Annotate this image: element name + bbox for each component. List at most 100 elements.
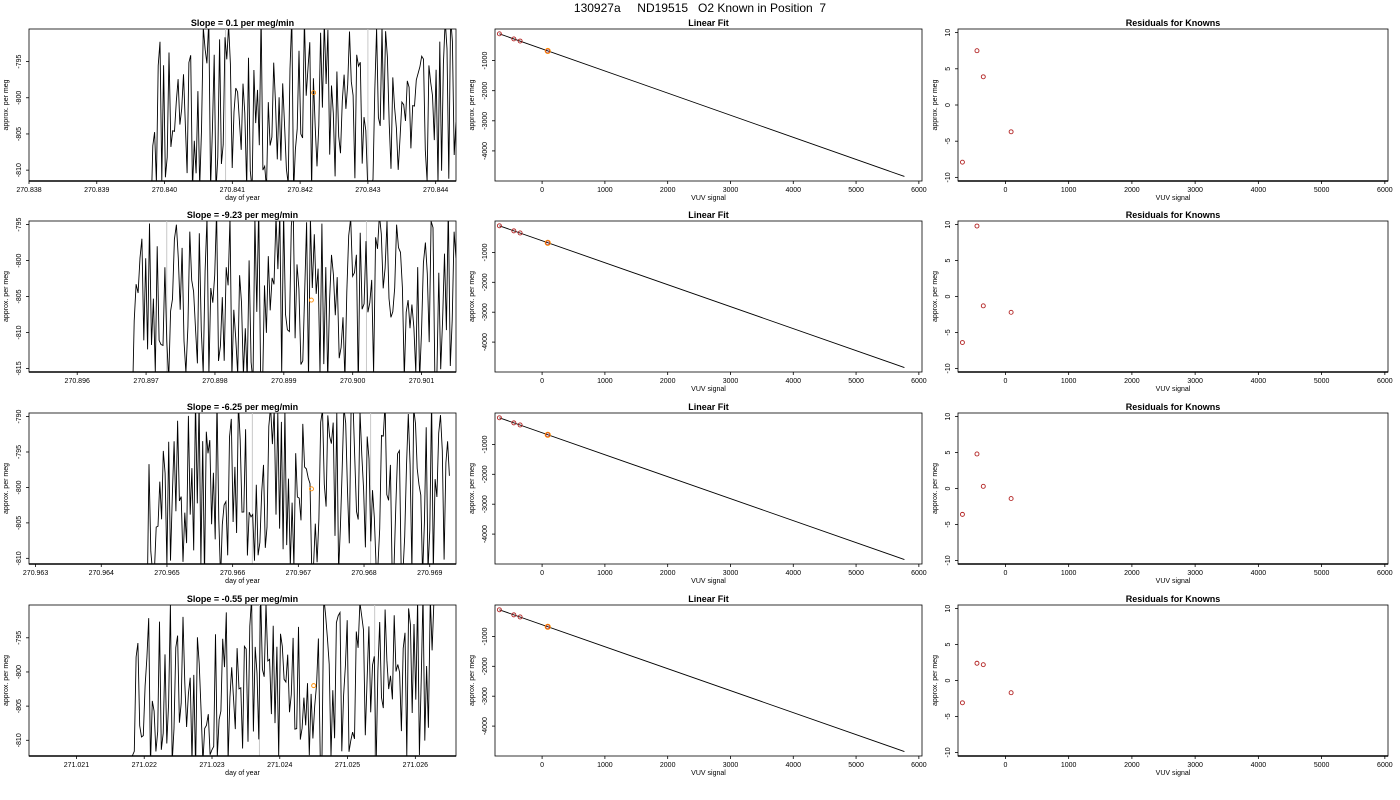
residual-point [1008, 309, 1014, 315]
y-tick-label: -4000 [482, 717, 489, 735]
x-tick-label: 1000 [1061, 762, 1077, 769]
plot-area [496, 607, 905, 752]
x-tick-label: 271.026 [403, 762, 428, 769]
residual-point [974, 48, 980, 54]
plot-frame [494, 220, 923, 373]
x-tick-label: 2000 [1124, 762, 1140, 769]
x-tick-label: 270.897 [133, 378, 158, 385]
known-point [511, 36, 517, 42]
x-tick-label: 270.967 [286, 570, 311, 577]
y-tick-label: -5 [945, 329, 952, 335]
known-point [496, 31, 502, 37]
residual-point [974, 223, 980, 229]
x-axis-label: day of year [225, 578, 260, 585]
x-axis-label: day of year [225, 770, 260, 777]
x-axis-label: VUV signal [691, 578, 726, 585]
x-tick-label: 270.840 [152, 187, 177, 194]
y-axis-label: approx. per meg [932, 271, 939, 322]
panel-residuals-4: Residuals for Knowns 0 1000 2000 3000 4000 500… [932, 594, 1393, 777]
y-axis-label: approx. per meg [3, 463, 10, 514]
plot-title: Linear Fit [688, 18, 729, 28]
plot-frame [957, 412, 1389, 565]
x-tick-label: 5000 [848, 187, 864, 194]
x-tick-label: 2000 [660, 378, 676, 385]
known-point [496, 223, 502, 229]
y-tick-label: -2000 [482, 657, 489, 675]
y-tick-label: -795 [16, 54, 23, 68]
known-point [511, 612, 517, 618]
plot-title: Slope = 0.1 per meg/min [191, 18, 294, 28]
known-point [545, 624, 551, 630]
y-tick-label: -805 [16, 699, 23, 713]
plot-title: Residuals for Knowns [1126, 18, 1221, 28]
x-tick-label: 270.843 [355, 187, 380, 194]
x-axis-label: VUV signal [1156, 770, 1191, 777]
y-tick-label: -800 [16, 91, 23, 105]
residual-point [980, 74, 986, 80]
x-tick-label: 1000 [597, 762, 613, 769]
y-tick-label: -2000 [482, 82, 489, 100]
y-tick-label: -4000 [482, 142, 489, 160]
page-title: 130927a ND19515 O2 Known in Position 7 [573, 1, 827, 15]
residual-point [1008, 690, 1014, 696]
x-tick-label: 0 [1003, 762, 1007, 769]
plot-frame [494, 28, 923, 182]
residual-point [959, 511, 965, 517]
sample-point [544, 623, 551, 630]
residual-point [980, 662, 986, 668]
x-tick-label: 4000 [785, 762, 801, 769]
y-tick-label: -10 [945, 363, 952, 373]
plot-frame [494, 412, 923, 565]
residual-point [980, 303, 986, 309]
panel-residuals-2: Residuals for Knowns 0 1000 2000 3000 4000 500… [932, 210, 1393, 393]
x-tick-label: 0 [1003, 187, 1007, 194]
series-line [147, 413, 450, 564]
x-axis-label: VUV signal [1156, 578, 1191, 585]
x-tick-label: 4000 [1251, 570, 1267, 577]
plot-area [132, 605, 435, 756]
x-tick-label: 6000 [911, 762, 927, 769]
y-tick-label: -805 [16, 289, 23, 303]
y-axis-label: approx. per meg [469, 79, 476, 130]
y-tick-label: -3000 [482, 687, 489, 705]
plot-area [959, 451, 1014, 517]
plot-area [496, 415, 905, 560]
plot-title: Linear Fit [688, 402, 729, 412]
y-axis-label: approx. per meg [3, 79, 10, 130]
y-tick-label: 10 [945, 413, 952, 421]
x-tick-label: 3000 [1187, 570, 1203, 577]
fit-line [499, 417, 905, 560]
residual-point [974, 660, 980, 666]
y-tick-label: -810 [16, 163, 23, 177]
x-tick-label: 2000 [1124, 378, 1140, 385]
x-tick-label: 271.023 [199, 762, 224, 769]
x-tick-label: 6000 [1377, 570, 1393, 577]
y-tick-label: -5 [945, 138, 952, 144]
x-tick-label: 270.900 [340, 378, 365, 385]
y-tick-label: -10 [945, 747, 952, 757]
x-tick-label: 6000 [1377, 762, 1393, 769]
panel-timeseries-2: Slope = -9.23 per meg/min 270.896 270.897 2… [3, 210, 457, 385]
x-tick-label: 2000 [660, 187, 676, 194]
panel-linear_fit-3: Linear Fit 0 1000 2000 3000 4000 5000 6000 -4000… [469, 402, 927, 585]
x-tick-label: 271.022 [132, 762, 157, 769]
x-tick-label: 1000 [1061, 378, 1077, 385]
x-axis-label: VUV signal [1156, 195, 1191, 202]
x-tick-label: 270.964 [89, 570, 114, 577]
y-tick-label: -800 [16, 665, 23, 679]
y-tick-label: -790 [16, 409, 23, 423]
y-tick-label: -10 [945, 555, 952, 565]
x-tick-label: 1000 [1061, 570, 1077, 577]
known-point [517, 614, 523, 620]
x-tick-label: 270.969 [417, 570, 442, 577]
sample-marker [311, 683, 317, 689]
x-tick-label: 4000 [785, 378, 801, 385]
x-tick-label: 0 [1003, 570, 1007, 577]
y-tick-label: -1000 [482, 435, 489, 453]
x-tick-label: 1000 [597, 378, 613, 385]
known-point [496, 607, 502, 613]
x-tick-label: 270.844 [423, 187, 448, 194]
x-tick-label: 1000 [597, 187, 613, 194]
x-tick-label: 270.966 [220, 570, 245, 577]
y-tick-label: 0 [945, 486, 952, 490]
